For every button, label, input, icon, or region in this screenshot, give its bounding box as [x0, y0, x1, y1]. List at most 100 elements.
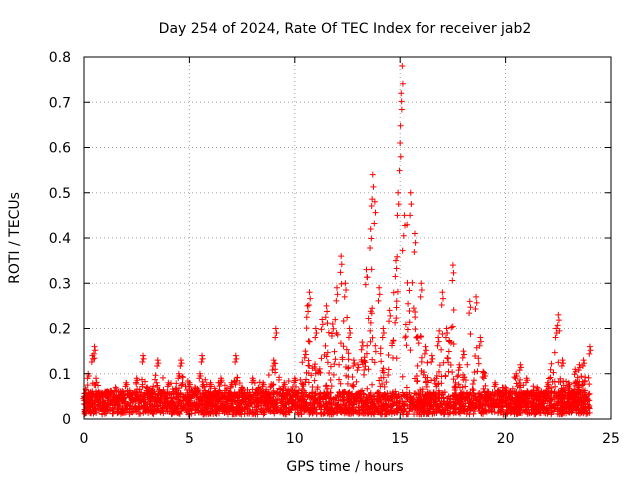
data-point: [456, 404, 463, 411]
data-point: [416, 409, 423, 416]
data-point: [233, 377, 240, 384]
data-point: [571, 401, 578, 408]
data-point: [461, 351, 468, 358]
data-point: [330, 325, 337, 332]
data-point: [383, 379, 390, 386]
data-point: [118, 396, 125, 403]
data-point: [489, 403, 496, 410]
data-point: [156, 386, 163, 393]
data-point: [358, 346, 365, 353]
data-point: [367, 402, 374, 409]
data-point: [582, 374, 589, 381]
data-point: [445, 411, 452, 418]
data-point: [514, 409, 521, 416]
x-tick-label: 10: [286, 431, 304, 447]
data-point: [347, 406, 354, 413]
data-point: [90, 350, 97, 357]
data-point: [413, 372, 420, 379]
data-point: [397, 403, 404, 410]
grid-lines: [84, 57, 611, 419]
data-point: [345, 389, 352, 396]
data-point: [380, 365, 387, 372]
data-point: [475, 360, 482, 367]
data-point: [554, 398, 561, 405]
data-point: [565, 383, 572, 390]
data-point: [418, 287, 425, 294]
data-point: [397, 153, 404, 160]
data-point: [516, 389, 523, 396]
data-point: [439, 330, 446, 337]
data-point: [345, 350, 352, 357]
data-point: [309, 365, 316, 372]
data-point: [222, 387, 229, 394]
data-point: [333, 410, 340, 417]
data-point: [559, 357, 566, 364]
data-point: [152, 376, 159, 383]
data-point: [560, 360, 567, 367]
data-point: [323, 401, 330, 408]
data-point: [220, 398, 227, 405]
data-point: [278, 406, 285, 413]
data-point: [324, 385, 331, 392]
data-point: [439, 295, 446, 302]
data-point: [438, 380, 445, 387]
data-point: [417, 397, 424, 404]
data-point: [305, 357, 312, 364]
x-axis-ticks: 0 5 10 15 20 25: [80, 57, 620, 447]
data-point: [473, 397, 480, 404]
data-point: [457, 391, 464, 398]
data-point: [96, 402, 103, 409]
data-point: [347, 330, 354, 337]
data-point: [433, 383, 440, 390]
data-point: [316, 396, 323, 403]
data-point: [490, 399, 497, 406]
data-point: [547, 366, 554, 373]
data-point: [360, 371, 367, 378]
data-point: [571, 380, 578, 387]
data-point: [91, 381, 98, 388]
data-point: [563, 410, 570, 417]
data-point: [557, 389, 564, 396]
data-point: [144, 407, 151, 414]
data-point: [307, 402, 314, 409]
data-point: [456, 364, 463, 371]
data-point: [555, 311, 562, 318]
data-point: [365, 366, 372, 373]
data-point: [486, 403, 493, 410]
data-point: [480, 375, 487, 382]
data-point: [119, 388, 126, 395]
data-point: [368, 310, 375, 317]
data-point: [341, 293, 348, 300]
data-point: [285, 378, 292, 385]
data-point: [505, 407, 512, 414]
data-point: [511, 390, 518, 397]
data-point: [272, 369, 279, 376]
data-point: [337, 269, 344, 276]
data-point: [447, 361, 454, 368]
data-point: [457, 384, 464, 391]
data-point: [367, 225, 374, 232]
data-point: [555, 359, 562, 366]
data-point: [198, 358, 205, 365]
data-point: [463, 390, 470, 397]
data-point: [385, 393, 392, 400]
data-point: [241, 390, 248, 397]
data-point: [456, 392, 463, 399]
data-point: [469, 385, 476, 392]
data-point: [131, 404, 138, 411]
data-point: [408, 201, 415, 208]
data-point: [326, 370, 333, 377]
data-point: [155, 360, 162, 367]
data-point: [383, 405, 390, 412]
data-point: [559, 400, 566, 407]
data-point: [365, 315, 372, 322]
data-point: [122, 383, 129, 390]
data-point: [101, 391, 108, 398]
data-point: [375, 399, 382, 406]
data-point: [164, 383, 171, 390]
data-point: [338, 253, 345, 260]
data-point: [558, 393, 565, 400]
data-point: [452, 408, 459, 415]
data-point: [399, 80, 406, 87]
data-point: [466, 310, 473, 317]
